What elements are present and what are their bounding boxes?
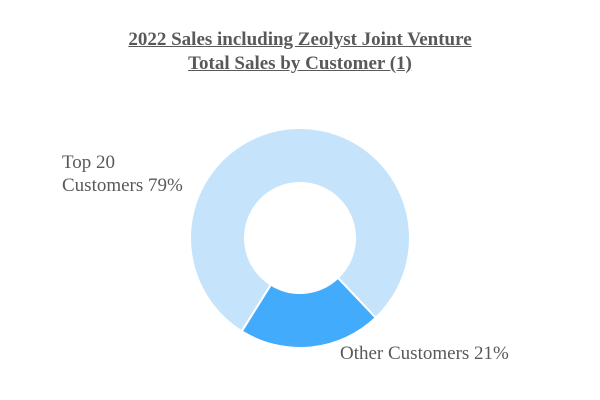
chart-title-line-1: 2022 Sales including Zeolyst Joint Ventu… xyxy=(128,29,472,50)
donut-slice-top-20-customers xyxy=(189,127,411,333)
slice-label-top-20-customers: Top 20 Customers 79% xyxy=(62,151,183,197)
chart-title-line-2: Total Sales by Customer (1) xyxy=(188,53,412,74)
slice-label-top-20-line-1: Top 20 xyxy=(62,152,116,173)
slice-label-other-customers: Other Customers 21% xyxy=(340,343,509,364)
donut-slice-other-customers xyxy=(240,276,378,349)
slice-label-top-20-line-2: Customers 79% xyxy=(62,175,183,196)
